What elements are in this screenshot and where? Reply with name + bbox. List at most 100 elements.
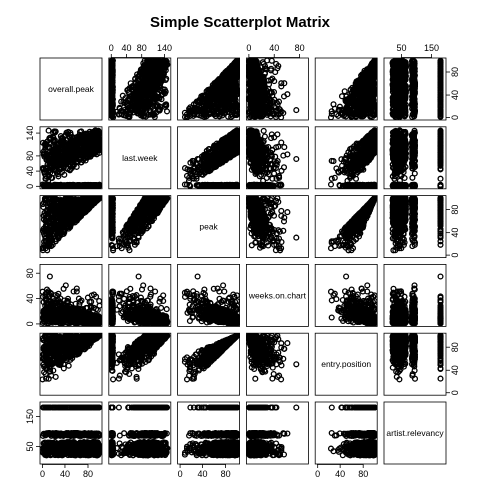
data-point bbox=[138, 66, 145, 73]
data-point bbox=[151, 64, 158, 71]
data-point bbox=[131, 90, 138, 97]
data-point bbox=[275, 62, 282, 70]
data-point bbox=[116, 104, 123, 111]
data-point bbox=[250, 70, 257, 77]
data-point bbox=[356, 94, 363, 101]
data-point bbox=[437, 72, 444, 79]
data-point bbox=[156, 106, 163, 113]
data-point bbox=[262, 65, 270, 73]
data-point bbox=[204, 101, 211, 108]
data-point bbox=[191, 111, 198, 118]
data-point bbox=[437, 99, 444, 107]
data-point bbox=[364, 69, 371, 77]
panel-points bbox=[108, 58, 171, 120]
data-point bbox=[255, 111, 262, 118]
data-point bbox=[408, 102, 416, 109]
data-point bbox=[398, 96, 405, 103]
data-point bbox=[275, 98, 283, 105]
data-point bbox=[400, 84, 407, 91]
data-point bbox=[186, 109, 193, 116]
data-point bbox=[146, 100, 153, 107]
data-point bbox=[149, 86, 156, 93]
variable-label: overall.peak bbox=[48, 84, 95, 94]
data-point bbox=[225, 69, 232, 77]
panel-points bbox=[181, 58, 240, 120]
data-point bbox=[209, 86, 216, 93]
data-point bbox=[108, 107, 115, 114]
data-point bbox=[348, 102, 355, 109]
data-point bbox=[146, 60, 153, 67]
data-point bbox=[219, 96, 226, 103]
data-point bbox=[160, 70, 167, 78]
data-point bbox=[131, 93, 138, 100]
data-point bbox=[347, 90, 354, 97]
data-point bbox=[251, 59, 258, 66]
data-point bbox=[148, 70, 155, 77]
data-point bbox=[262, 86, 269, 93]
data-point bbox=[145, 94, 152, 101]
data-point bbox=[437, 68, 444, 75]
data-point bbox=[357, 80, 364, 87]
data-point bbox=[409, 69, 416, 76]
data-point bbox=[410, 75, 417, 83]
data-point bbox=[140, 82, 147, 89]
data-point bbox=[342, 98, 349, 105]
data-point bbox=[108, 69, 115, 77]
data-point bbox=[346, 111, 353, 118]
data-point bbox=[145, 78, 152, 85]
data-point bbox=[200, 99, 207, 107]
data-point bbox=[437, 75, 444, 82]
data-point bbox=[122, 112, 130, 119]
data-point bbox=[278, 80, 285, 87]
data-point bbox=[368, 101, 375, 108]
data-point bbox=[119, 92, 126, 99]
data-point bbox=[233, 59, 240, 66]
data-point bbox=[437, 110, 444, 117]
data-point bbox=[233, 102, 240, 109]
data-point bbox=[203, 111, 210, 118]
data-point bbox=[222, 70, 229, 77]
data-point bbox=[362, 96, 369, 103]
data-point bbox=[224, 88, 231, 95]
data-point bbox=[394, 101, 401, 108]
data-point bbox=[352, 109, 359, 116]
data-point bbox=[437, 78, 444, 85]
data-point bbox=[350, 90, 357, 97]
data-point bbox=[252, 89, 259, 96]
data-point bbox=[248, 69, 255, 77]
data-point bbox=[137, 77, 144, 84]
panel-overall.peak-vs-overall.peak bbox=[39, 57, 103, 121]
panel-points bbox=[40, 127, 102, 189]
data-point bbox=[144, 65, 151, 73]
data-point bbox=[259, 106, 266, 113]
data-point bbox=[355, 83, 362, 90]
data-point bbox=[410, 58, 417, 65]
data-point bbox=[258, 83, 266, 90]
data-point bbox=[347, 96, 354, 103]
data-point bbox=[232, 109, 239, 117]
data-point bbox=[356, 96, 363, 103]
data-point bbox=[365, 96, 372, 103]
data-point bbox=[217, 111, 224, 118]
data-point bbox=[255, 78, 263, 85]
data-point bbox=[398, 69, 405, 77]
data-point bbox=[293, 107, 300, 114]
data-point bbox=[231, 85, 238, 92]
data-point bbox=[411, 83, 418, 90]
data-point bbox=[138, 105, 145, 112]
data-point bbox=[137, 96, 145, 103]
data-point bbox=[252, 85, 259, 92]
data-point bbox=[230, 89, 237, 96]
data-point bbox=[253, 71, 260, 78]
data-point bbox=[194, 106, 201, 113]
data-point bbox=[392, 77, 400, 84]
data-point bbox=[259, 96, 266, 103]
data-point bbox=[437, 81, 444, 88]
data-point bbox=[265, 109, 272, 116]
data-point bbox=[336, 103, 343, 110]
data-point bbox=[251, 105, 258, 112]
data-point bbox=[357, 75, 364, 83]
data-point bbox=[390, 105, 397, 112]
data-point bbox=[160, 89, 167, 96]
